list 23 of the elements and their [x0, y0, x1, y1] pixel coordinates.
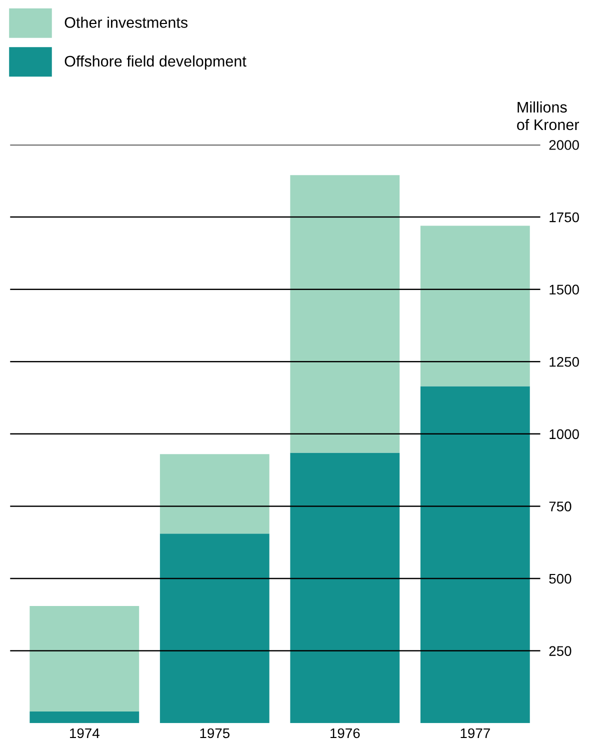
bar	[420, 386, 530, 724]
bar	[160, 454, 270, 534]
legend-label: Other investments	[64, 16, 188, 28]
x-tick-label: 1977	[460, 728, 490, 738]
y-tick-label: 250	[549, 646, 572, 656]
y-tick-label: 2000	[549, 140, 579, 150]
legend-label: Offshore field development	[64, 55, 246, 70]
y-tick-label: 750	[549, 502, 572, 512]
bar	[30, 712, 140, 724]
x-tick-label: 1975	[200, 728, 230, 738]
y-tick-label: 500	[549, 574, 572, 584]
bar	[420, 226, 530, 386]
y-tick-label: 1500	[550, 284, 579, 295]
x-tick-label: 1974	[70, 728, 100, 738]
y-tick-label: 1750	[550, 212, 579, 222]
x-tick-label: 1976	[330, 728, 360, 738]
bar	[290, 175, 400, 453]
y-tick-label: 1250	[550, 356, 579, 367]
y-axis-title: Millions of Kroner	[517, 101, 580, 130]
bar	[160, 534, 270, 724]
bar	[30, 606, 140, 712]
y-tick-label: 1000	[550, 429, 579, 440]
bar	[290, 452, 400, 724]
